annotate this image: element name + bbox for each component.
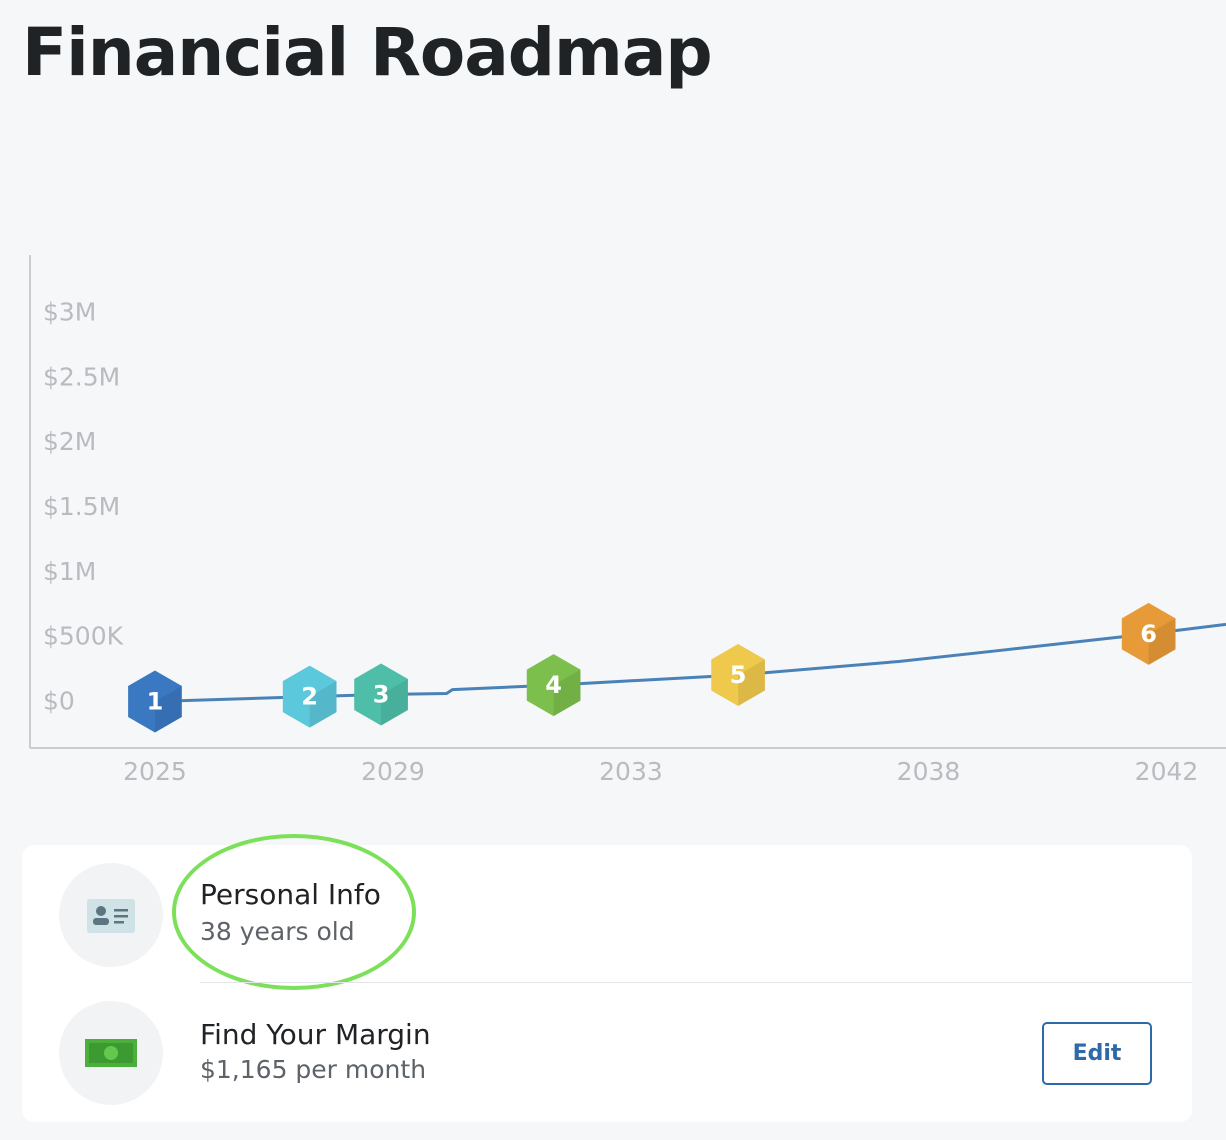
x-tick-label: 2029 (361, 757, 425, 786)
milestone-marker (354, 663, 408, 726)
milestone-label: 3 (373, 681, 390, 709)
line (114, 909, 128, 912)
milestone: 4 (526, 654, 581, 717)
y-tick-label: $2.5M (43, 362, 120, 391)
chart: $0 $500K $1M $1.5M $2M $2.5M $3M 2025 2029 2033 20… (29, 255, 1226, 786)
milestone: 1 (128, 670, 182, 733)
milestone-marker (128, 670, 182, 733)
money-icon (59, 1001, 163, 1105)
milestone: 5 (711, 643, 765, 706)
y-tick-label: $0 (43, 687, 75, 716)
milestone-marker (526, 654, 581, 717)
milestone-label: 1 (147, 688, 164, 716)
y-tick-label: $1M (43, 557, 96, 586)
x-tick-label: 2038 (897, 757, 961, 786)
milestone-shade (309, 681, 337, 728)
card-subtitle: $1,165 per month (200, 1055, 427, 1084)
card-title: Find Your Margin (200, 1018, 431, 1051)
id-card-graphic (87, 899, 135, 933)
milestone-shade (738, 659, 765, 706)
milestone-shade (1148, 618, 1176, 665)
money-graphic (85, 1039, 137, 1067)
y-tick-label: $3M (43, 297, 96, 326)
milestone: 2 (282, 665, 337, 728)
divider (200, 982, 1192, 983)
y-tick-label: $2M (43, 427, 96, 456)
edit-button[interactable]: Edit (1042, 1022, 1152, 1085)
milestone-shade (381, 679, 408, 726)
milestone-shade (553, 669, 581, 717)
page-title: Financial Roadmap (22, 14, 713, 91)
id-card-icon (59, 863, 163, 967)
x-tick-label: 2025 (123, 757, 187, 786)
line (114, 915, 128, 918)
x-tick-label: 2042 (1135, 757, 1199, 786)
milestone-label: 2 (301, 683, 318, 711)
milestone-label: 5 (730, 661, 747, 689)
milestone-marker (282, 665, 337, 728)
x-tick-label: 2033 (599, 757, 663, 786)
milestone-marker (1121, 602, 1176, 665)
info-card: Personal Info 38 years old Find Your Mar… (22, 834, 1192, 1122)
milestone-label: 6 (1140, 620, 1157, 648)
milestone: 3 (354, 663, 408, 726)
milestone: 6 (1121, 602, 1176, 665)
bill-center (104, 1046, 118, 1060)
line (114, 921, 124, 924)
milestone-shade (154, 686, 182, 733)
y-tick-label: $500K (43, 622, 124, 651)
highlight-circle (172, 834, 416, 990)
milestone-label: 4 (545, 671, 562, 699)
person-head (96, 906, 106, 916)
milestone-marker (711, 643, 765, 706)
person-body (93, 918, 109, 925)
y-tick-label: $1.5M (43, 492, 120, 521)
